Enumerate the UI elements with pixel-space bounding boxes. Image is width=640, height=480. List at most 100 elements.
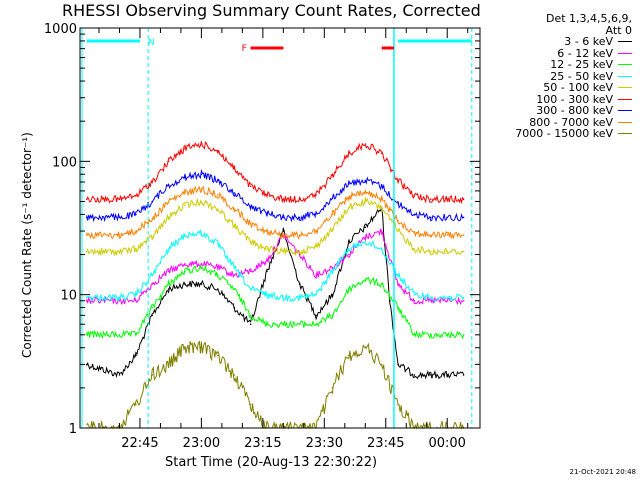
data-point (462, 334, 465, 336)
legend-swatch (618, 121, 632, 123)
data-point (167, 160, 170, 163)
data-point (184, 204, 186, 206)
data-point (331, 387, 334, 389)
data-point (151, 374, 153, 376)
series-line-3 (86, 229, 465, 303)
data-point (462, 300, 465, 302)
data-point (462, 374, 465, 376)
data-point (135, 403, 137, 406)
data-point (397, 230, 399, 232)
legend-entry-label: 50 - 100 keV (543, 81, 613, 94)
legend-swatch (618, 41, 632, 43)
data-point (397, 306, 399, 309)
generation-timestamp: 21-Oct-2021 20:48 (569, 468, 636, 476)
legend-swatch (618, 52, 632, 54)
data-point (446, 234, 449, 236)
data-point (85, 250, 88, 253)
data-point (118, 334, 121, 336)
data-point (233, 374, 235, 376)
plot-frame (79, 27, 481, 429)
data-point (167, 288, 170, 290)
data-point (446, 296, 449, 299)
flare-flag-label: F (242, 44, 247, 54)
data-point (200, 266, 203, 269)
data-point (364, 179, 367, 182)
series-4 (85, 196, 465, 257)
data-point (217, 354, 219, 357)
data-point (85, 300, 88, 302)
data-point (462, 250, 465, 253)
data-point (118, 198, 121, 200)
series-line-7 (86, 185, 464, 240)
data-point (151, 181, 153, 183)
data-point (315, 230, 317, 232)
data-point (446, 250, 449, 253)
legend-entry: 7000 - 15000 keV (515, 128, 632, 140)
data-point (331, 266, 334, 269)
data-point (233, 306, 235, 309)
data-point (298, 283, 301, 285)
data-point (167, 184, 170, 187)
data-point (380, 185, 383, 188)
data-point (364, 236, 367, 238)
data-point (462, 198, 465, 200)
data-point (249, 288, 252, 290)
data-point (364, 226, 367, 229)
data-point (413, 293, 416, 296)
legend-header-line-1: Det 1,3,4,5,6,9, (545, 12, 632, 25)
series-7 (85, 185, 465, 240)
data-point (200, 283, 203, 285)
data-point (430, 234, 432, 236)
data-point (462, 234, 465, 236)
data-point (184, 192, 186, 194)
data-point (397, 219, 399, 222)
data-point (348, 288, 350, 290)
legend-swatch (618, 75, 632, 77)
data-point (118, 374, 121, 376)
data-point (167, 248, 170, 250)
data-point (217, 179, 219, 182)
data-point (184, 234, 186, 236)
data-point (315, 314, 317, 317)
legend-entry: 100 - 300 keV (515, 93, 632, 106)
series-line-5 (86, 140, 464, 205)
legend-swatch (618, 87, 632, 89)
chart-title: RHESSI Observing Summary Count Rates, Co… (62, 1, 481, 20)
data-point (348, 206, 350, 209)
data-point (282, 198, 285, 200)
data-point (446, 334, 449, 336)
data-point (282, 323, 285, 326)
data-point (135, 300, 137, 302)
data-point (331, 174, 334, 177)
data-point (249, 185, 252, 188)
data-point (446, 300, 449, 302)
data-point (217, 243, 219, 245)
y-tick-label: 10 (60, 289, 77, 304)
data-point (380, 283, 383, 285)
data-point (118, 216, 121, 219)
data-point (348, 196, 350, 198)
data-point (315, 245, 317, 248)
series-line-8 (86, 340, 465, 430)
data-point (217, 288, 219, 290)
data-point (397, 203, 399, 205)
x-tick-label: 23:30 (306, 436, 343, 451)
data-point (282, 234, 285, 236)
y-tick-label: 1000 (44, 22, 77, 37)
data-point (298, 250, 301, 253)
data-point (430, 250, 432, 253)
data-point (389, 300, 391, 302)
data-point (413, 374, 416, 376)
data-point (413, 334, 416, 336)
x-tick-label: 23:45 (367, 436, 404, 451)
data-point (331, 314, 334, 317)
data-point (266, 248, 268, 250)
night-flag-label: N (148, 38, 155, 48)
data-point (151, 283, 153, 285)
legend-entry: 800 - 7000 keV (515, 116, 632, 129)
data-point (151, 200, 153, 203)
series-3 (85, 229, 465, 303)
data-point (348, 253, 350, 256)
data-point (167, 283, 170, 285)
legend-entry: 3 - 6 keV (515, 36, 632, 48)
